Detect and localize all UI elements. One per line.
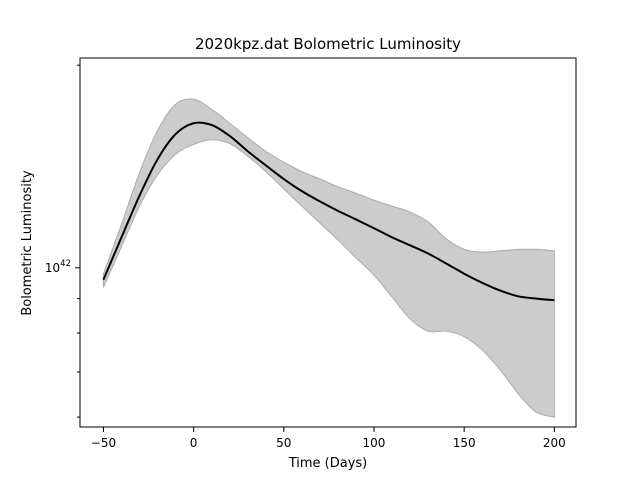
chart-title: 2020kpz.dat Bolometric Luminosity [195,35,461,53]
luminosity-line [102,121,555,302]
y-axis: 1042 [45,64,80,418]
x-tick-label: 100 [363,436,386,450]
x-axis: −50 0 50 100 150 200 [91,427,566,450]
plot-frame [79,57,577,428]
plot-area [102,98,555,418]
x-tick-label: 150 [453,436,476,450]
x-tick-label: 50 [276,436,291,450]
uncertainty-band [102,98,555,418]
y-axis-label: Bolometric Luminosity [20,170,35,316]
x-tick-label: 200 [543,436,566,450]
x-tick-label: −50 [91,436,116,450]
x-tick-label: 0 [190,436,198,450]
x-axis-label: Time (Days) [288,456,368,471]
y-tick-label: 1042 [45,259,71,275]
